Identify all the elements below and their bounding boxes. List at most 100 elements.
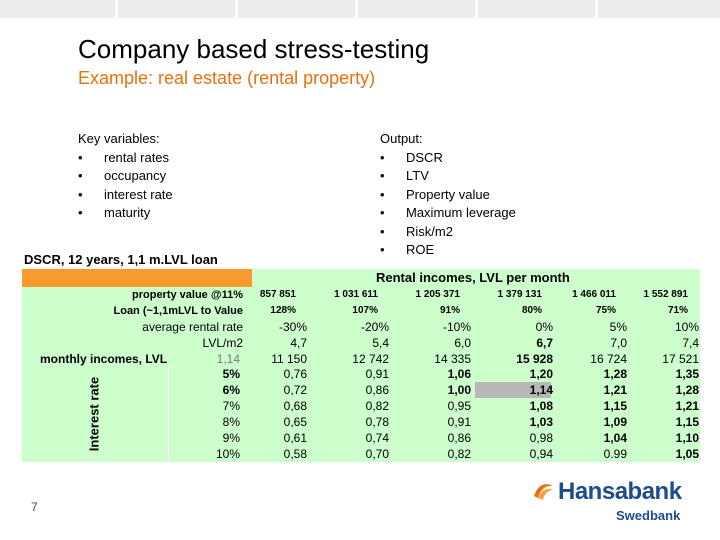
table-cell: 14 335 — [434, 352, 471, 366]
table-cell: 0,76 — [283, 367, 307, 381]
output-list: Output: DSCR LTV Property value Maximum … — [380, 130, 516, 260]
table-cell: 0,58 — [283, 447, 307, 461]
table-cell: 1 552 891 — [643, 289, 689, 300]
table-cell: 0,86 — [365, 383, 389, 397]
top-bar-tick — [235, 0, 238, 18]
table-cell: 0,72 — [283, 383, 307, 397]
table-cell: 11 150 — [271, 352, 307, 366]
table-cell: 857 851 — [259, 289, 296, 300]
page-number: 7 — [31, 500, 38, 514]
table-cell: 0,94 — [529, 447, 553, 461]
key-variable-item: rental rates — [78, 149, 173, 168]
interest-rate-label: 7% — [222, 399, 240, 413]
highlighted-cell-background — [475, 382, 551, 398]
column-group-header: Rental incomes, LVL per month — [376, 270, 570, 285]
table-row: Loan (~1,1mLVL to Value 128% 107% 91% 80… — [22, 303, 700, 319]
table-row: 10% 0,58 0,70 0,82 0,94 0.99 1,05 — [22, 446, 700, 462]
table-cell: 128% — [270, 305, 296, 316]
table-cell: 0,74 — [365, 431, 389, 445]
table-row: 8% 0,65 0,78 0,91 1,03 1,09 1,15 — [22, 414, 700, 430]
table-cell: 0,82 — [447, 447, 471, 461]
table-cell: 1,28 — [603, 367, 627, 381]
table-cell: 5,4 — [372, 336, 389, 350]
column-divider — [168, 366, 169, 462]
row-label: property value @11% — [132, 289, 243, 301]
table-cell: 107% — [352, 305, 378, 316]
table-cell: 75% — [595, 305, 616, 316]
table-cell: 0,65 — [283, 415, 307, 429]
output-item: ROE — [380, 241, 516, 260]
table-row: monthly incomes, LVL 1,14 11 150 12 742 … — [22, 351, 700, 367]
table-cell: 12 742 — [352, 352, 389, 366]
table-cell: 1,03 — [529, 415, 553, 429]
table-cell: 1,15 — [603, 399, 627, 413]
highlighted-cell: 1,14 — [529, 383, 553, 397]
table-cell: 7,0 — [610, 336, 627, 350]
output-item: Property value — [380, 186, 516, 205]
table-cell: 0,61 — [283, 431, 307, 445]
interest-rate-label: 9% — [222, 431, 240, 445]
table-cell: 0.99 — [603, 447, 627, 461]
interest-rate-label: 8% — [222, 415, 240, 429]
table-cell: 1,21 — [675, 399, 699, 413]
slide-subtitle: Example: real estate (rental property) — [78, 68, 376, 88]
table-cell: 1 379 131 — [497, 289, 543, 300]
table-row: 7% 0,68 0,82 0,95 1,08 1,15 1,21 — [22, 398, 700, 414]
key-variables-heading: Key variables: — [78, 131, 160, 146]
table-cell: 1 031 611 — [334, 289, 378, 300]
table-cell: 1,28 — [675, 383, 699, 397]
table-cell: -20% — [360, 320, 389, 334]
table-cell: 1,00 — [447, 383, 471, 397]
table-cell: 1 466 011 — [572, 289, 616, 300]
key-variable-item: occupancy — [78, 167, 173, 186]
table-cell: 1,35 — [675, 367, 699, 381]
interest-rate-label: 6% — [222, 383, 240, 397]
table-row: 9% 0,61 0,74 0,86 0,98 1,04 1,10 — [22, 430, 700, 446]
table-cell: 0,70 — [365, 447, 389, 461]
table-cell: 1,06 — [447, 367, 471, 381]
row-label: average rental rate — [142, 320, 243, 334]
key-variables-list: Key variables: rental rates occupancy in… — [78, 130, 173, 223]
table-cell: 5% — [609, 320, 627, 334]
table-cell: 1,15 — [675, 415, 699, 429]
row-label: Loan (~1,1mLVL to Value — [113, 305, 244, 317]
key-variable-item: maturity — [78, 204, 173, 223]
hansabank-logo: Hansabank Swedbank — [532, 478, 692, 526]
table-cell: 0,78 — [365, 415, 389, 429]
table-cell: 10% — [674, 320, 699, 334]
table-cell: 0,86 — [447, 431, 471, 445]
top-bar-tick — [115, 0, 118, 18]
table-row: 5% 0,76 0,91 1,06 1,20 1,28 1,35 — [22, 366, 700, 382]
table-cell: 1,20 — [529, 367, 553, 381]
table-row: average rental rate -30% -20% -10% 0% 5%… — [22, 319, 700, 335]
table-cell: 1,09 — [603, 415, 627, 429]
output-heading: Output: — [380, 131, 423, 146]
table-cell: -30% — [278, 320, 307, 334]
interest-rate-label: 10% — [215, 447, 240, 461]
table-cell: 7,4 — [682, 336, 699, 350]
table-cell: 16 724 — [590, 352, 627, 366]
table-cell: 4,7 — [290, 336, 307, 350]
interest-rate-label: 5% — [222, 367, 240, 381]
table-cell: 0,68 — [283, 399, 307, 413]
table-cell: 1,08 — [529, 399, 553, 413]
table-cell: 1,10 — [675, 431, 699, 445]
table-cell: 6,7 — [536, 336, 553, 350]
output-item: Maximum leverage — [380, 204, 516, 223]
output-item: DSCR — [380, 149, 516, 168]
table-cell: 0,91 — [365, 367, 389, 381]
table-cell: 0,82 — [365, 399, 389, 413]
table-header-band — [22, 269, 252, 287]
table-cell: 80% — [521, 305, 542, 316]
table-cell: 91% — [439, 305, 460, 316]
row-label-gutter — [22, 366, 168, 462]
table-cell: 1,14 — [216, 352, 240, 366]
logo-subtitle: Swedbank — [616, 508, 681, 523]
table-cell: 15 928 — [516, 352, 553, 366]
top-bar — [0, 0, 720, 18]
table-cell: 0% — [535, 320, 553, 334]
table-cell: 1,05 — [675, 447, 699, 461]
table-cell: 71% — [667, 305, 688, 316]
table-cell: 0,95 — [447, 399, 471, 413]
row-label: LVL/m2 — [202, 336, 243, 350]
